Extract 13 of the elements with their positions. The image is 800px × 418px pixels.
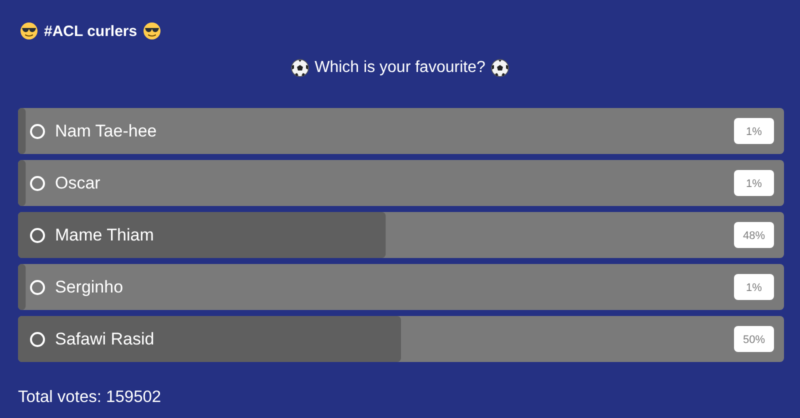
data-label: 48% (742, 230, 766, 242)
y-tick-label: Oscar (55, 174, 101, 193)
chart-title: #ACL curlers (44, 22, 138, 40)
y-tick-label: Safawi Rasid (55, 330, 154, 349)
data-label: 1% (746, 178, 762, 190)
y-tick-label: Mame Thiam (55, 226, 154, 245)
data-label: 1% (746, 282, 762, 294)
data-label: 50% (742, 334, 766, 346)
chart-subtitle: Which is your favourite? (314, 59, 486, 77)
data-label: 1% (746, 126, 762, 138)
y-tick-label: Nam Tae-hee (55, 122, 157, 141)
text: Total votes: 159502 (18, 388, 162, 407)
y-tick-label: Serginho (55, 278, 124, 297)
